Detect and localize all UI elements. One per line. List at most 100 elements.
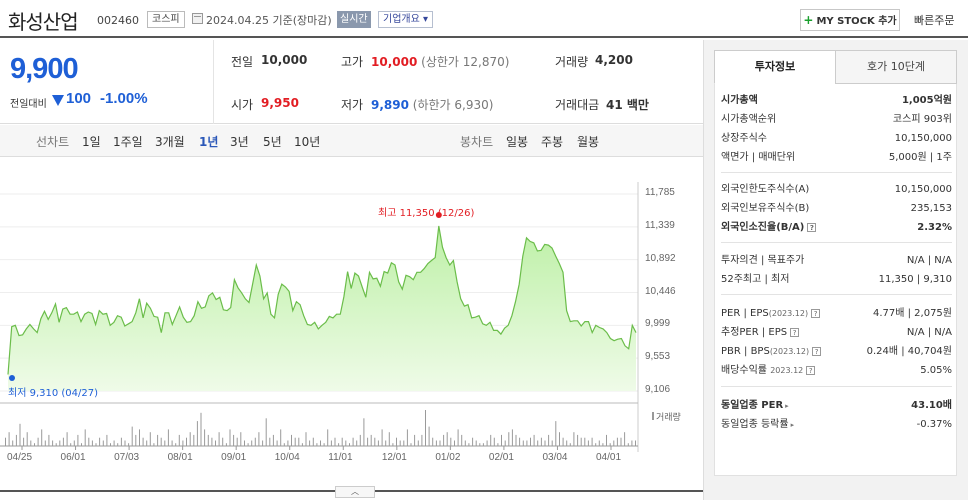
sector-rate-label-wrap[interactable]: 동일업종 등락률 ▸ (721, 416, 794, 434)
market-cap-rank-label: 시가총액순위 (721, 114, 777, 125)
line-chart-label: 선차트 (36, 135, 70, 149)
volume-bar (73, 440, 75, 446)
volume-bar (526, 440, 528, 446)
open-label: 시가 (231, 98, 254, 112)
volume-bar (55, 443, 57, 446)
low-value: 9,890 (371, 98, 409, 112)
volume-legend: 거래량 (656, 413, 681, 423)
volume-bar (551, 440, 553, 446)
volume-bar (294, 437, 296, 446)
week52-row: 52주최고 | 최저 11,350 | 9,310 (721, 271, 952, 289)
y-tick-label: 10,892 (645, 252, 676, 264)
volume-bar (37, 437, 39, 446)
price-chart: 최고 11,350 (12/26) 최저 9,310 (04/27) 거래량 ︿… (0, 158, 703, 500)
high-value: 10,000 (371, 55, 418, 69)
y-tick-label: 9,106 (645, 384, 671, 395)
quick-order-button[interactable]: 빠른주문 (914, 14, 955, 27)
volume-bar (530, 437, 531, 446)
x-tick-label: 01/02 (435, 452, 461, 463)
period-1d[interactable]: 1일 (82, 135, 101, 149)
volume-bar (120, 437, 122, 446)
volume-bar (251, 440, 253, 446)
volume-field: 4,200 (595, 53, 633, 67)
candle-daily[interactable]: 일봉 (506, 135, 529, 149)
help-icon[interactable]: ? (790, 327, 800, 337)
add-my-stock-button[interactable]: + MY STOCK 추가 (800, 9, 900, 31)
volume-bar (262, 440, 264, 446)
period-3m[interactable]: 3개월 (155, 135, 185, 149)
collapse-chart-button[interactable]: ︿ (335, 486, 375, 498)
shares-value: 10,150,000 (894, 133, 952, 144)
opinion-row: 투자의견 | 목표주가 N/A | N/A (721, 252, 952, 270)
volume-bar (149, 432, 151, 446)
sector-per-label: 동일업종 PER (721, 400, 784, 411)
per-label-wrap: PER | EPS(2023.12)? (721, 305, 821, 323)
volume-bar (110, 443, 111, 446)
volume-bar (196, 421, 198, 446)
volume-bar (193, 434, 195, 446)
volume-bar (175, 443, 177, 446)
volume-bar (403, 440, 405, 446)
realtime-button[interactable]: 실시간 (337, 11, 371, 28)
company-overview-dropdown[interactable]: 기업개요 ▾ (378, 11, 433, 28)
volume-bar (30, 440, 32, 446)
volume-bar (269, 437, 271, 446)
shares-row: 상장주식수 10,150,000 (721, 130, 952, 148)
x-tick-label: 04/25 (7, 452, 33, 463)
volume-bar (406, 429, 408, 446)
volume-bar (338, 443, 340, 446)
volume-bar (627, 443, 629, 446)
separator (721, 172, 952, 173)
volume-bar (153, 443, 155, 446)
volume-bar (15, 434, 17, 446)
volume-bar (439, 440, 441, 446)
volume-bar (211, 437, 213, 446)
volume-bar (468, 443, 470, 446)
candle-weekly[interactable]: 주봉 (541, 135, 564, 149)
volume-bar (537, 440, 539, 446)
help-icon[interactable]: ? (812, 346, 822, 356)
candle-monthly[interactable]: 월봉 (577, 135, 600, 149)
volume-bar (157, 434, 159, 446)
high-field: 10,000 (상한가 12,870) (371, 53, 509, 70)
volume-bar (139, 429, 140, 446)
volume-bar (225, 443, 227, 446)
volume-bar (135, 434, 137, 446)
volume-bar (160, 437, 162, 446)
period-3y[interactable]: 3년 (230, 135, 249, 149)
week52-label: 52주최고 | 최저 (721, 274, 790, 285)
x-tick-label: 04/01 (596, 452, 622, 463)
pbr-year: (2023.12) (769, 347, 810, 356)
amount-field: 41 백만 (606, 96, 649, 113)
chevron-right-icon: ▸ (785, 402, 789, 410)
change-percent: -1.00% (100, 90, 148, 107)
period-10y[interactable]: 10년 (294, 135, 321, 149)
high-marker (435, 211, 442, 218)
tab-invest-info[interactable]: 투자정보 (714, 50, 836, 84)
sector-per-label-wrap[interactable]: 동일업종 PER ▸ (721, 397, 789, 415)
volume-bar (146, 440, 148, 446)
period-1w[interactable]: 1주일 (113, 135, 143, 149)
invest-tabs: 투자정보 호가 10단계 (714, 50, 957, 84)
volume-bar (330, 440, 332, 446)
x-tick-label: 11/01 (328, 452, 353, 463)
tab-orderbook[interactable]: 호가 10단계 (835, 50, 957, 84)
market-cap-row: 시가총액 1,005억원 (721, 92, 952, 110)
volume-bar (435, 440, 437, 446)
volume-bar (128, 443, 130, 446)
market-cap-label: 시가총액 (721, 95, 758, 106)
x-tick-label: 02/01 (488, 452, 514, 463)
help-icon[interactable]: ? (806, 365, 816, 375)
help-icon[interactable]: ? (811, 308, 821, 318)
volume-bar (417, 440, 419, 446)
low-field: 9,890 (하한가 6,930) (371, 96, 493, 113)
help-icon[interactable]: ? (807, 222, 817, 232)
volume-bar (432, 437, 434, 446)
period-5y[interactable]: 5년 (263, 135, 282, 149)
separator (721, 242, 952, 243)
volume-bar (602, 443, 604, 446)
volume-bar (624, 432, 626, 446)
period-1y[interactable]: 1년 (199, 135, 219, 149)
volume-bar (244, 440, 245, 446)
period-tabs: 선차트 1일 1주일 3개월 1년 3년 5년 10년 봉차트 일봉 주봉 월봉 (0, 125, 703, 157)
